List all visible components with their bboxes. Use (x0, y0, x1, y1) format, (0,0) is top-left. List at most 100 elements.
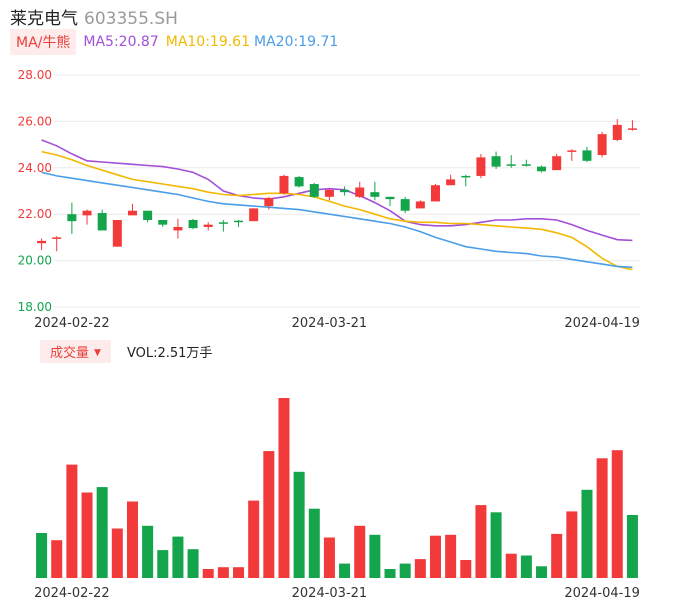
candle-body (82, 210, 92, 216)
volume-bar (490, 512, 502, 578)
candle-body (37, 240, 47, 244)
volume-bar (460, 560, 472, 578)
candle-body (415, 201, 425, 209)
volume-indicator-button[interactable]: 成交量 ▼ (40, 339, 111, 363)
volume-bar (51, 540, 63, 578)
candle-body (203, 224, 213, 227)
candle-body (400, 199, 410, 211)
candle-body (249, 208, 259, 222)
candle-body (627, 128, 637, 130)
volume-x-tick-label: 2024-03-21 (292, 586, 368, 601)
volume-bar (536, 566, 548, 578)
candle-body (612, 124, 622, 140)
ma5-line (41, 139, 633, 242)
candle-body (264, 197, 274, 207)
volume-bar (323, 537, 335, 578)
volume-bar (278, 398, 290, 578)
volume-bar (626, 515, 638, 578)
volume-bar (308, 508, 320, 578)
volume-bar (36, 533, 48, 578)
price-y-tick-label: 26.00 (18, 114, 52, 128)
candle-body (158, 220, 168, 225)
volume-bar (66, 464, 78, 578)
candle-body (112, 220, 122, 247)
price-y-tick-label: 20.00 (18, 254, 52, 268)
volume-value: VOL:2.51万手 (126, 345, 213, 361)
candle-body (234, 220, 244, 223)
candle-body (521, 164, 531, 166)
ma20-line (41, 171, 633, 269)
volume-bar (475, 505, 487, 578)
volume-bar (596, 458, 608, 578)
candle-body (97, 213, 107, 231)
volume-bar (611, 450, 623, 578)
candle-body (385, 196, 395, 200)
ma10-legend: MA10:19.61 (165, 34, 251, 50)
volume-bar (520, 555, 532, 578)
candle-body (340, 189, 350, 193)
ma-indicator-button[interactable]: MA/牛熊 (10, 29, 77, 55)
ma5-legend: MA5:20.87 (83, 34, 159, 50)
candle-body (67, 214, 77, 222)
candle-body (537, 166, 547, 172)
volume-bar (187, 549, 199, 578)
volume-bar (233, 567, 245, 578)
price-x-tick-label: 2024-02-22 (34, 316, 110, 331)
ma10-line (41, 150, 633, 271)
volume-bar (505, 553, 517, 578)
volume-bar (354, 525, 366, 578)
ma-legend-bar: MA/牛熊 MA5:20.87 MA10:19.61 MA20:19.71 (10, 29, 338, 55)
volume-bar (399, 563, 411, 578)
volume-bar (217, 567, 229, 578)
price-y-tick-label: 28.00 (18, 68, 52, 82)
price-y-tick-label: 22.00 (18, 207, 52, 221)
volume-bar (263, 451, 275, 578)
stock-title: 莱克电气 603355.SH (10, 4, 178, 29)
candle-body (294, 177, 304, 187)
price-x-tick-label: 2024-03-21 (292, 316, 368, 331)
price-candlestick-chart: 28.00 26.00 24.00 22.00 20.00 18.00 2024-02-22… (18, 68, 640, 331)
caret-down-icon: ▼ (94, 347, 101, 358)
candle-body (52, 237, 62, 239)
volume-bar (81, 492, 93, 578)
ma20-legend: MA20:19.71 (254, 34, 339, 50)
volume-bar (429, 535, 441, 578)
candle-body (188, 220, 198, 229)
candle-body (309, 184, 319, 197)
volume-bar (126, 501, 138, 578)
candle-body (446, 179, 456, 186)
volume-bar (384, 569, 396, 578)
candle-body (567, 150, 577, 152)
candle-body (173, 226, 183, 231)
price-x-tick-label: 2024-04-19 (564, 316, 640, 331)
candle-body (506, 164, 516, 166)
candle-body (218, 222, 228, 224)
stock-name: 莱克电气 (10, 9, 78, 29)
candle-body (461, 175, 471, 178)
price-y-tick-label: 24.00 (18, 161, 52, 175)
volume-legend-bar: 成交量 ▼ VOL:2.51万手 (40, 339, 213, 363)
candle-body (552, 156, 562, 171)
candle-body (430, 185, 440, 202)
volume-bar (202, 569, 214, 578)
candle-body (127, 210, 137, 216)
candle-body (476, 157, 486, 176)
volume-bar (157, 550, 169, 578)
candle-body (324, 189, 334, 197)
volume-bar (248, 500, 260, 578)
candle-body (370, 192, 380, 197)
volume-bar (339, 563, 351, 578)
candle-body (597, 134, 607, 156)
volume-x-tick-label: 2024-02-22 (34, 586, 110, 601)
volume-bar (111, 528, 123, 578)
stock-code: 603355.SH (84, 9, 178, 29)
volume-bar (172, 536, 184, 578)
volume-bar (369, 534, 381, 578)
candle-body (582, 150, 592, 161)
volume-indicator-label: 成交量 (50, 345, 90, 361)
volume-bar (96, 487, 108, 578)
candle-body (491, 156, 501, 167)
volume-bar (414, 559, 426, 578)
candle-body (355, 187, 365, 197)
volume-bar (142, 525, 154, 578)
